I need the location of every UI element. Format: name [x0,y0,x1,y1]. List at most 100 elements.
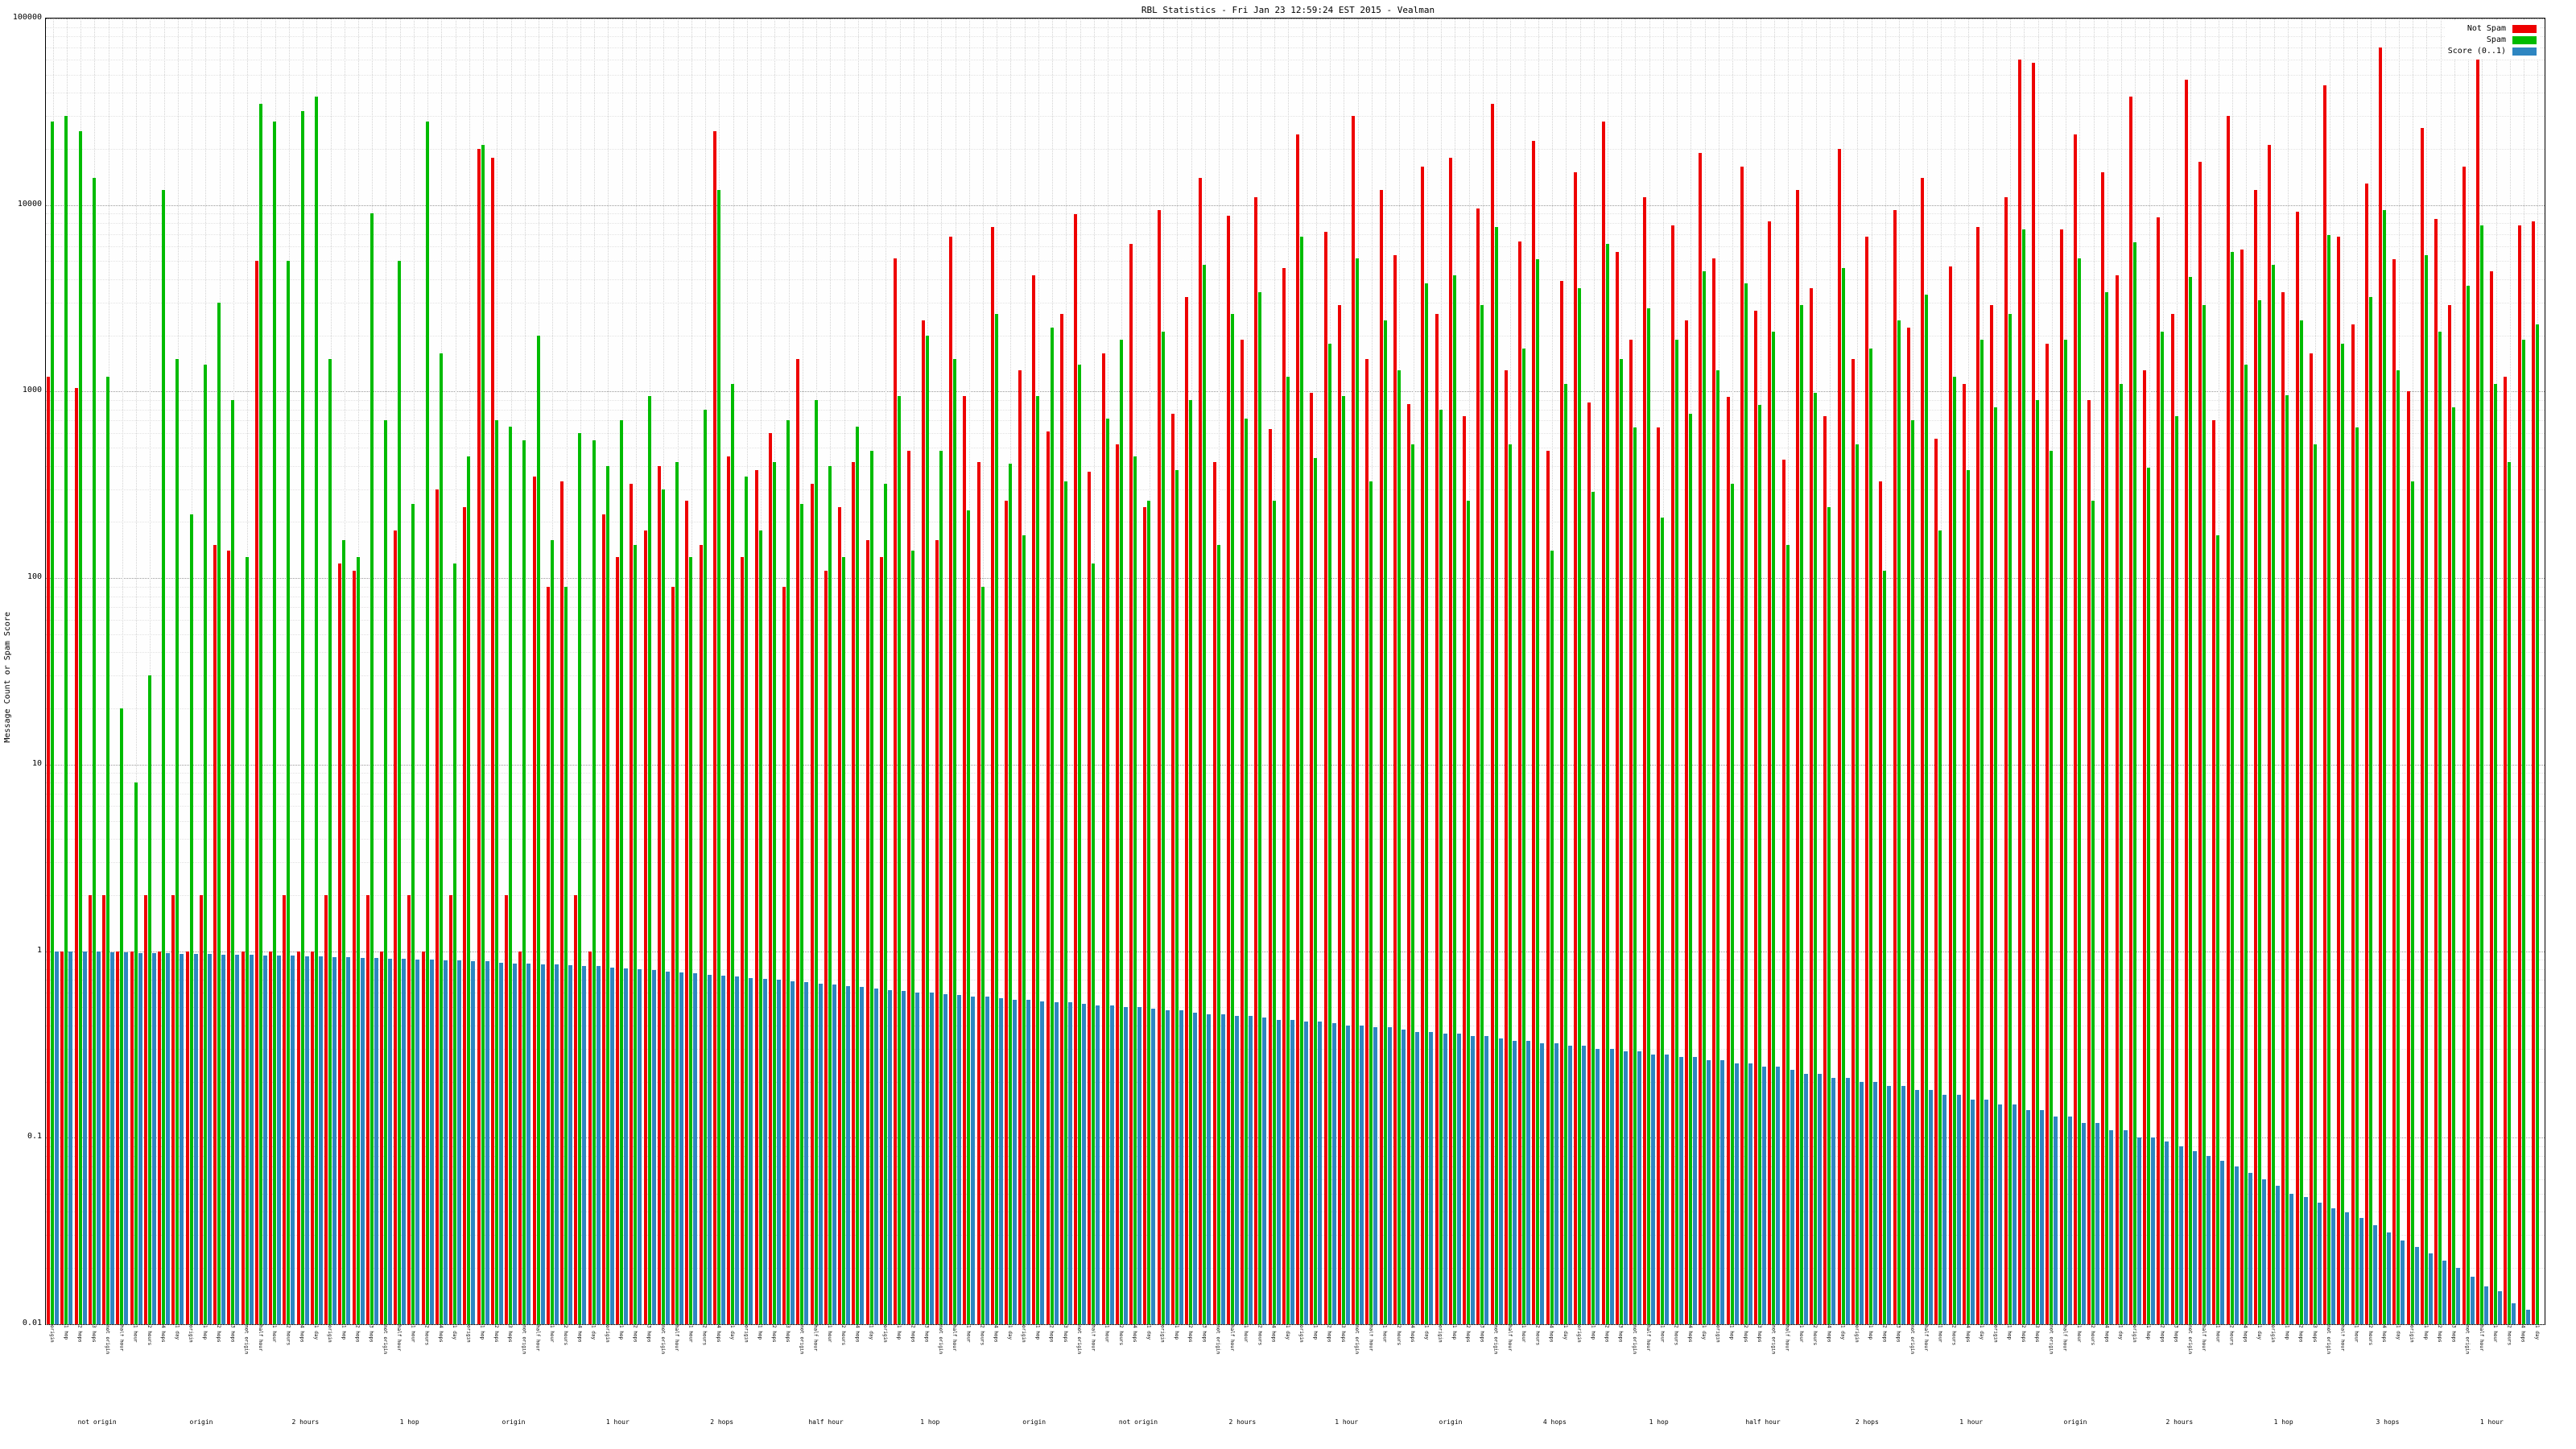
x-tick-label: 1 hop [757,1325,763,1340]
spam-bar [2202,305,2206,1324]
x-tick-label: 2 hours [1534,1325,1541,1346]
score-bar [762,979,767,1324]
x-tick-label: origin [881,1325,888,1343]
legend-item-score: Score (0..1) [2448,47,2537,56]
x-tick-label: 1 day [1423,1325,1430,1340]
x-tick-label: half hour [396,1325,402,1352]
score-bar [1762,1067,1767,1324]
score-bar [2512,1302,2516,1324]
x-tick-label: 4 hops [1132,1325,1138,1343]
spam-bar [716,190,720,1324]
x-group-label: origin [189,1418,213,1426]
not-spam-bar [616,556,620,1324]
score-bar [1831,1077,1836,1324]
score-bar [2234,1166,2239,1324]
x-group-label: 3 hops [2376,1418,2400,1426]
spam-bar [2368,297,2372,1324]
score-bar [1859,1081,1864,1324]
x-tick-label: half hour [2339,1325,2346,1352]
not-spam-bar [1143,507,1147,1324]
not-spam-bar [1282,267,1286,1324]
not-spam-bar [2115,275,2119,1324]
x-tick-label: 1 hour [1381,1325,1388,1343]
score-bar [776,980,781,1324]
x-tick-label: 1 day [2533,1325,2540,1340]
spam-bar [2230,252,2234,1324]
not-spam-bar [796,358,800,1324]
spam-bar [383,420,387,1324]
x-tick-label: 4 hops [1548,1325,1554,1343]
x-tick-label: origin [327,1325,332,1343]
x-tick-label: 4 hops [2103,1325,2110,1343]
minor-gridline [46,1081,2545,1083]
not-spam-bar [227,551,231,1324]
spam-bar [898,395,902,1324]
minor-gridline [46,27,2545,28]
score-bar [55,951,60,1324]
score-bar [998,997,1003,1324]
not-spam-bar [449,894,453,1324]
x-tick-label: 2 hops [2297,1325,2304,1343]
not-spam-bar [1101,353,1105,1324]
x-tick-label: origin [604,1325,610,1343]
score-bar [2303,1197,2308,1324]
not-spam-bar [1115,444,1119,1324]
score-bar [429,960,434,1324]
score-bar [1207,1013,1212,1324]
spam-bar [1605,243,1609,1324]
spam-bar [1772,331,1776,1324]
score-bar [374,957,378,1324]
score-bar [249,954,254,1324]
spam-bar [2091,501,2095,1324]
minor-gridline [46,409,2545,411]
score-bar [1054,1002,1059,1324]
not-spam-bar [2462,167,2466,1324]
x-group-label: half hour [1745,1418,1781,1426]
x-tick-label: 2 hours [1257,1325,1263,1346]
spam-bar [2105,292,2109,1324]
spam-bar [1480,305,1484,1324]
spam-bar [2147,468,2151,1324]
x-tick-label: 4 hops [437,1325,444,1343]
not-spam-bar [963,395,967,1324]
score-bar [1456,1034,1461,1324]
chart-title: RBL Statistics - Fri Jan 23 12:59:24 EST… [1141,5,1435,15]
not-spam-bar [518,951,522,1324]
x-tick-label: 2 hours [285,1325,291,1346]
score-bar [1914,1090,1919,1324]
score-bar [720,975,725,1324]
x-group-label: origin [1022,1418,1046,1426]
x-tick-label: 1 hop [2006,1325,2013,1340]
x-tick-label: 1 hour [1243,1325,1249,1343]
not-spam-bar [2406,391,2410,1324]
score-bar [2095,1122,2100,1324]
score-bar [1443,1034,1447,1324]
spam-bar [994,314,998,1324]
minor-gridline [46,1146,2545,1147]
score-bar [1692,1057,1697,1324]
not-spam-bar [1879,481,1883,1324]
spam-bar [258,103,262,1324]
not-spam-bar [2212,420,2216,1324]
not-spam-bar [1532,141,1536,1324]
not-spam-bar [741,556,745,1324]
score-bar [291,955,295,1324]
not-spam-bar [1226,215,1230,1324]
not-spam-bar [2240,249,2244,1324]
minor-gridline [46,806,2545,807]
x-tick-label: 3 hops [1479,1325,1485,1343]
y-tick-label: 1000 [22,386,42,395]
score-bar [2261,1179,2266,1324]
not-spam-bar [1768,221,1772,1324]
score-bar [2359,1218,2363,1324]
minor-gridline [46,708,2545,710]
spam-bar [1910,420,1914,1324]
not-spam-bar [1615,252,1619,1324]
score-bar [180,953,184,1324]
not-spam-bar [1546,451,1550,1324]
x-tick-label: 1 hour [410,1325,416,1343]
not-spam-bar [1046,431,1050,1324]
score-bar [262,955,267,1324]
score-bar [1318,1021,1323,1324]
not-spam-bar [1657,427,1661,1324]
